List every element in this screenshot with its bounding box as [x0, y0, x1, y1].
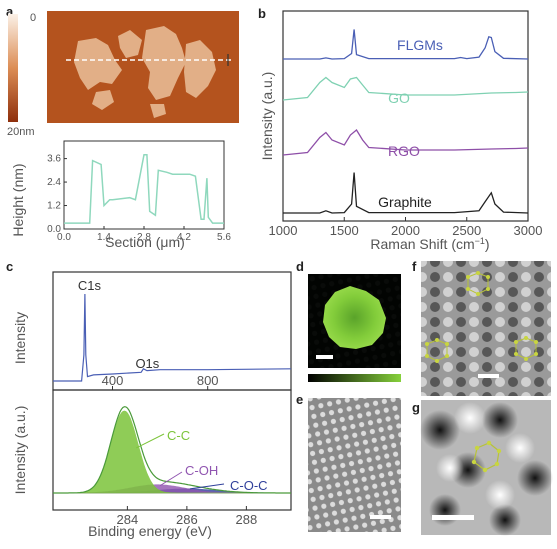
scale-bar-e [370, 515, 391, 519]
raman-xtick-3000: 3000 [514, 223, 543, 238]
raman-line-rgo [282, 129, 529, 156]
xps-survey-axes: 400 800 C1s O1s [52, 271, 292, 391]
xps-survey-line [53, 293, 292, 382]
raman-line-go [282, 76, 529, 101]
fluorescence-image [308, 274, 401, 368]
afm-image [47, 11, 239, 123]
xps-label-cc: C-C [167, 428, 190, 443]
fluorescent-flake [323, 286, 386, 349]
afm-color-scale [8, 14, 18, 122]
raman-line-graphite [283, 172, 529, 214]
afm-ylabel: Height (nm) [10, 163, 26, 236]
afm-xtick-4.2: 4.2 [177, 232, 191, 243]
scale-bar-d [316, 355, 333, 359]
raman-label-flgms: FLGMs [397, 37, 443, 53]
afm-xlabel: Section (μm) [105, 234, 185, 250]
xps-xlabel: Binding energy (eV) [88, 523, 212, 539]
stm-image-e [308, 398, 401, 532]
xps-envelope [53, 406, 291, 494]
panel-label-e: e [296, 392, 303, 407]
raman-label-graphite: Graphite [378, 194, 432, 210]
raman-label-rgo: RGO [388, 143, 420, 159]
xps-label-coc: C-O-C [230, 478, 268, 493]
xps-survey-ylabel: Intensity [12, 312, 28, 364]
afm-xtick-2.8: 2.8 [137, 232, 151, 243]
afm-xtick-1.4: 1.4 [97, 232, 111, 243]
xps-c1s-xtick-284: 284 [117, 512, 139, 527]
xps-c1s-xtick-288: 288 [236, 512, 258, 527]
raman-xtick-1500: 1500 [330, 223, 359, 238]
afm-xtick-0.0: 0.0 [57, 232, 71, 243]
afm-xtick-5.6: 5.6 [217, 232, 231, 243]
stm-image-g [420, 400, 553, 536]
afm-profile-axes: 0.0 1.4 2.8 4.2 5.6 0.0 1.2 2.4 3.6 [47, 140, 231, 243]
xps-label-coh: C-OH [185, 463, 218, 478]
raman-label-go: GO [388, 90, 410, 106]
raman-axes: 1000 1500 2000 2500 3000 FLGMs GO RGO Graphite [269, 10, 543, 238]
xps-survey-xtick-400: 400 [102, 373, 124, 388]
xps-c1s-xtick-286: 286 [176, 512, 198, 527]
scale-bar-g [432, 515, 474, 520]
panel-label-f: f [412, 259, 417, 274]
scale-bar-f [478, 374, 499, 378]
xps-survey-xtick-800: 800 [197, 373, 219, 388]
afm-ytick-2.4: 2.4 [47, 177, 61, 188]
xps-label-o1s: O1s [135, 356, 159, 371]
lattice-dots-f [425, 271, 538, 363]
raman-ylabel: Intensity (a.u.) [259, 72, 275, 161]
afm-scale-top: 0 [30, 12, 36, 24]
afm-scale-bottom: 20nm [7, 126, 35, 138]
afm-ytick-0.0: 0.0 [47, 224, 61, 235]
xps-c1s-axes: 284 286 288 C-C C-OH C-O-C [52, 389, 292, 527]
fluorescence-color-scale [308, 374, 401, 382]
panel-label-g: g [412, 400, 420, 415]
panel-label-d: d [296, 259, 304, 274]
afm-height-profile [64, 153, 224, 224]
panel-label-c: c [6, 259, 13, 274]
raman-xtick-2000: 2000 [391, 223, 420, 238]
stm-image-f [421, 261, 551, 396]
xps-label-c1s: C1s [78, 278, 102, 293]
raman-xlabel: Raman Shift (cm−1) [370, 236, 489, 252]
panel-label-b: b [258, 6, 266, 21]
raman-xtick-1000: 1000 [269, 223, 298, 238]
lattice-dots-g [471, 440, 502, 473]
afm-ytick-1.2: 1.2 [47, 201, 61, 212]
raman-xtick-2500: 2500 [452, 223, 481, 238]
panel-label-a: a [6, 4, 14, 19]
raman-line-flgms [283, 29, 529, 60]
afm-ytick-3.6: 3.6 [47, 154, 61, 165]
xps-c1s-ylabel: Intensity (a.u.) [12, 406, 28, 495]
